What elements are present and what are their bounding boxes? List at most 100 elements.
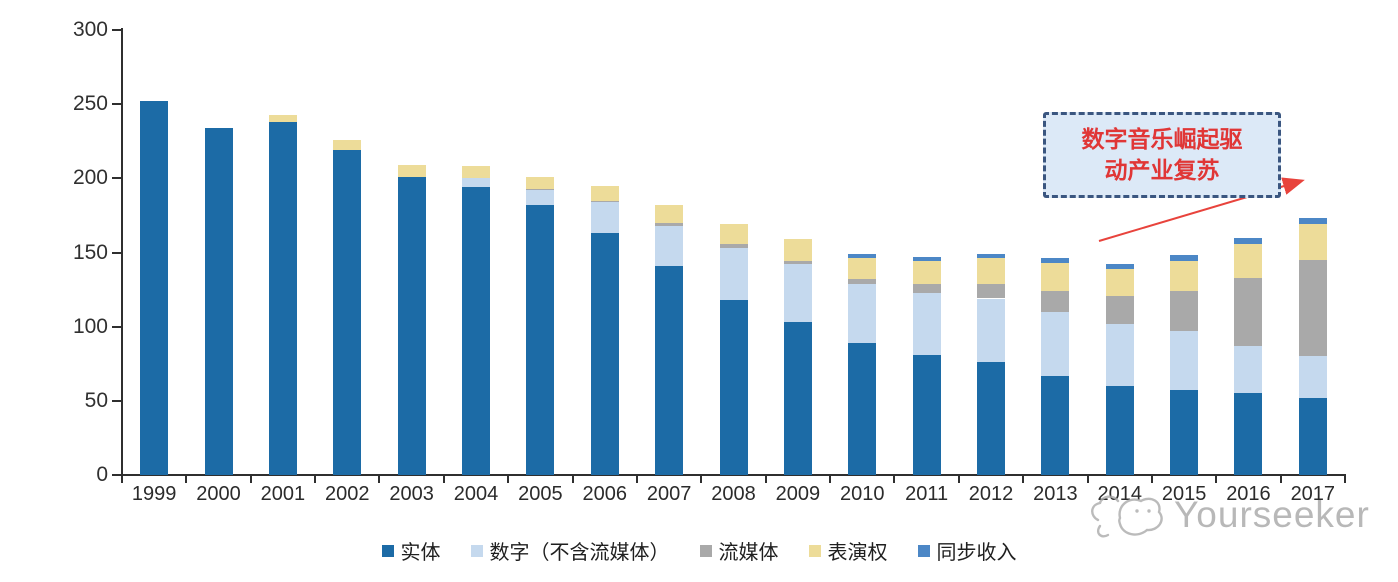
bar-2008-performance-rights-segment [719,224,748,244]
x-axis-tick [764,476,767,483]
bar-2011-performance-rights-segment [912,261,941,284]
bar-2015-physical-segment [1170,390,1199,475]
bar-2011-physical-segment [912,354,941,475]
bar-2017-performance-rights-segment [1298,224,1327,260]
x-axis-tick [249,476,252,483]
annotation-box: 数字音乐崛起驱 动产业复苏 [1043,112,1281,198]
legend-item-streaming: 流媒体 [699,536,779,565]
x-axis-label-2010: 2010 [839,483,885,505]
legend-label-streaming: 流媒体 [718,540,779,564]
bar-2007-physical-segment [655,265,684,475]
chart-legend: 实体 数字（不含流媒体） 流媒体 表演权 同步收入 [0,536,1398,565]
legend-swatch-digital-icon [470,544,483,557]
bar-2013-physical-segment [1041,375,1070,475]
x-axis-label-2008: 2008 [711,483,756,505]
legend-item-sync: 同步收入 [917,536,1017,565]
x-axis-label-2012: 2012 [968,483,1014,505]
bar-2004-digital-excl-streaming-segment [462,178,491,188]
y-axis-label-150: 150 [72,240,108,264]
y-axis-tick [112,325,121,328]
y-axis-tick [112,399,121,402]
x-axis-label-2007: 2007 [646,483,692,505]
legend-label-performance: 表演权 [827,540,888,564]
legend-swatch-sync-icon [917,544,930,557]
bar-2009-performance-rights-segment [783,239,812,262]
x-axis-tick [378,476,381,483]
bar-2009-physical-segment [783,322,812,475]
legend-item-performance: 表演权 [808,536,888,565]
x-axis-line [115,474,1346,476]
bar-2005-performance-rights-segment [526,176,555,189]
y-axis-tick [112,177,121,180]
bar-2017-digital-excl-streaming-segment [1298,356,1327,398]
bar-2000-physical-segment [204,127,233,475]
y-axis-label-100: 100 [72,314,108,338]
bar-2016-digital-excl-streaming-segment [1234,345,1263,394]
bar-2009-streaming-segment [783,261,812,265]
bar-2002-performance-rights-segment [333,139,362,151]
x-axis-tick [957,476,960,483]
bar-2013-streaming-segment [1041,291,1070,312]
bar-2013-sync-revenue-segment [1041,258,1070,263]
legend-label-sync: 同步收入 [936,540,1017,564]
x-axis-label-1999: 1999 [131,483,177,505]
bar-2010-streaming-segment [848,279,877,284]
bar-2009-digital-excl-streaming-segment [783,264,812,323]
bar-2016-performance-rights-segment [1234,243,1263,278]
legend-swatch-physical-icon [381,544,394,557]
legend-swatch-performance-icon [808,544,821,557]
bar-2016-physical-segment [1234,393,1263,475]
x-axis-label-2015: 2015 [1161,483,1207,505]
x-axis-label-2017: 2017 [1290,483,1336,505]
yourseeker-logo-icon [1091,495,1163,538]
bar-2002-physical-segment [333,150,362,475]
legend-swatch-streaming-icon [699,544,712,557]
bar-2004-physical-segment [462,187,491,475]
legend-item-physical: 实体 [381,536,441,565]
bar-2007-performance-rights-segment [655,205,684,223]
x-axis-label-2006: 2006 [582,483,628,505]
y-axis-label-0: 0 [96,463,108,486]
x-axis-label-2011: 2011 [905,483,949,505]
annotation-text-line1: 数字音乐崛起驱 [1081,126,1243,153]
bar-2007-streaming-segment [655,222,684,226]
y-axis-label-300: 300 [72,18,108,41]
bar-2006-streaming-segment [590,200,619,203]
bar-2013-performance-rights-segment [1041,262,1070,292]
bar-2017-streaming-segment [1298,259,1327,357]
x-axis-tick [185,476,188,483]
bar-2005-digital-excl-streaming-segment [526,190,555,206]
bar-2013-digital-excl-streaming-segment [1041,311,1070,376]
bar-2015-streaming-segment [1170,291,1199,332]
bar-2010-sync-revenue-segment [848,254,877,259]
bar-2012-streaming-segment [976,283,1005,299]
bar-2006-performance-rights-segment [590,185,619,201]
x-axis-label-2001: 2001 [260,483,306,505]
bar-2004-performance-rights-segment [462,166,491,179]
x-axis-tick [700,476,703,483]
x-axis-label-2003: 2003 [389,483,434,505]
x-axis-label-2009: 2009 [775,483,821,505]
bar-2012-performance-rights-segment [976,258,1005,284]
bar-2003-physical-segment [397,176,426,475]
bar-2006-physical-segment [590,233,619,475]
bar-2014-digital-excl-streaming-segment [1105,323,1134,386]
x-axis-label-2005: 2005 [518,483,563,505]
bar-2014-sync-revenue-segment [1105,264,1134,269]
watermark: Yourseeker [1082,486,1370,544]
bar-2001-physical-segment [268,121,297,475]
bar-2005-physical-segment [526,205,555,475]
y-axis-tick [112,474,121,476]
bar-1999-physical-segment [140,101,169,475]
bar-2001-performance-rights-segment [268,114,297,122]
bar-2014-performance-rights-segment [1105,268,1134,296]
bar-2017-sync-revenue-segment [1298,218,1327,225]
x-axis-tick [121,476,123,483]
y-axis-line [121,28,123,476]
x-axis-tick [1215,476,1218,483]
x-axis-label-2013: 2013 [1033,483,1078,505]
bar-2012-sync-revenue-segment [976,254,1005,259]
bar-2011-sync-revenue-segment [912,256,941,262]
